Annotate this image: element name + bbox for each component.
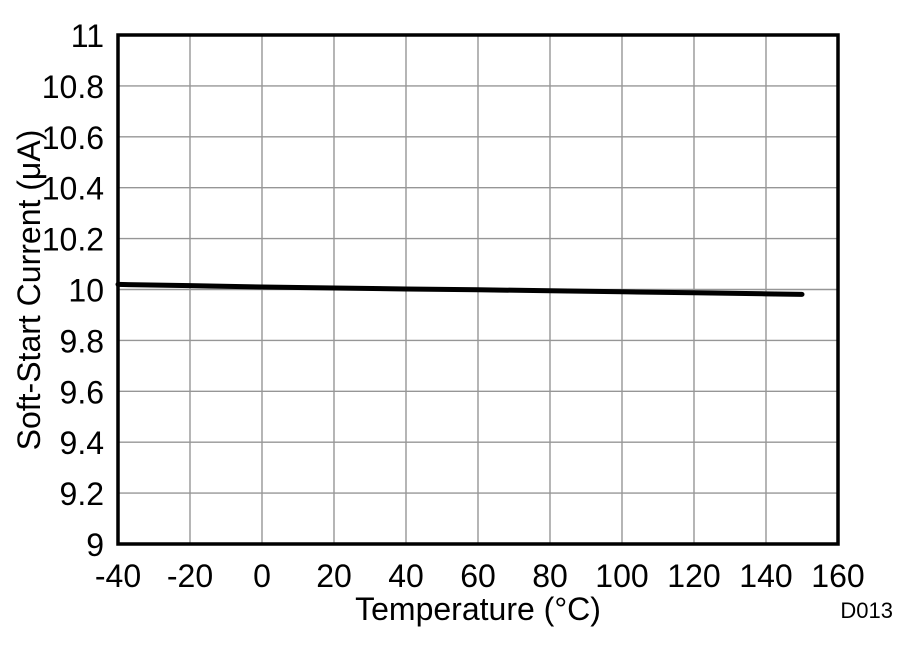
y-tick-label: 10.4 [42,171,104,207]
x-tick-label: 0 [253,558,271,594]
y-tick-label: 9.4 [60,425,104,461]
x-tick-label: 100 [595,558,648,594]
x-tick-label: -40 [95,558,141,594]
plot-code: D013 [840,598,893,623]
x-tick-labels: -40 -20 0 20 40 60 80 100 120 140 160 [95,558,865,594]
y-tick-labels: 9 9.2 9.4 9.6 9.8 10 10.2 10.4 10.6 10.8 11 [42,18,104,563]
x-tick-label: 60 [460,558,496,594]
y-tick-label: 10.8 [42,69,104,105]
y-tick-label: 10.2 [42,222,104,258]
y-tick-label: 10.6 [42,120,104,156]
x-axis-label: Temperature (°C) [355,591,601,627]
x-tick-label: 160 [811,558,864,594]
y-tick-label: 9.8 [60,323,104,359]
y-axis-label: Soft-Start Current (μA) [11,130,47,451]
data-series [115,281,805,297]
x-tick-label: 140 [739,558,792,594]
x-tick-label: -20 [167,558,213,594]
x-tick-label: 80 [532,558,568,594]
y-tick-label: 9.2 [60,476,104,512]
x-tick-label: 40 [388,558,424,594]
y-tick-label: 10 [68,273,104,309]
y-tick-label: 9.6 [60,374,104,410]
x-tick-label: 20 [316,558,352,594]
plot-frame [116,33,840,546]
x-tick-label: 120 [667,558,720,594]
y-tick-label: 11 [71,18,104,54]
y-tick-label: 9 [86,527,104,563]
